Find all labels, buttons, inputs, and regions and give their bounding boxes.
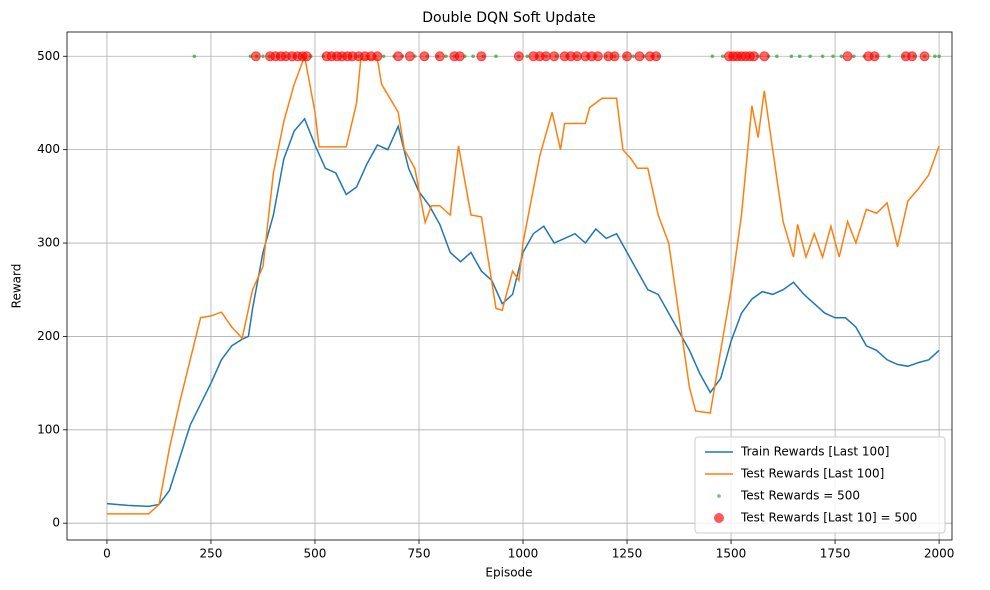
scatter-point [789, 54, 794, 59]
legend-label: Test Rewards [Last 100] [740, 467, 884, 481]
x-tick-label: 1250 [612, 547, 643, 561]
scatter-point [540, 51, 551, 62]
legend-marker [714, 513, 724, 523]
scatter-point [444, 54, 448, 59]
scatter-point [250, 51, 261, 62]
scatter-point [720, 54, 725, 59]
scatter-point [609, 51, 620, 62]
scatter-point [631, 54, 636, 59]
x-tick-label: 2000 [924, 547, 955, 561]
scatter-point [494, 54, 498, 59]
y-tick-label: 200 [37, 329, 60, 343]
scatter-point [634, 51, 645, 62]
scatter-point [852, 54, 856, 59]
x-tick-label: 1750 [820, 547, 851, 561]
scatter-point [933, 54, 937, 59]
x-tick-label: 0 [103, 547, 111, 561]
legend-marker [717, 494, 721, 498]
chart-title: Double DQN Soft Update [422, 10, 596, 26]
scatter-point [471, 54, 475, 59]
scatter-point [887, 54, 891, 59]
series-line [106, 53, 940, 515]
scatter-point [301, 51, 312, 62]
scatter-point [513, 51, 524, 62]
y-tick-label: 500 [37, 49, 60, 63]
scatter-point [842, 51, 853, 62]
y-tick-label: 400 [37, 142, 60, 156]
scatter-point [820, 54, 825, 59]
scatter-point [759, 51, 770, 62]
scatter-point [919, 51, 930, 62]
scatter-point [261, 54, 265, 59]
scatter-point [710, 54, 715, 59]
scatter-point [869, 51, 880, 62]
plot-frame [66, 31, 953, 541]
legend-label: Test Rewards = 500 [740, 489, 860, 503]
series-line [106, 117, 940, 508]
scatter-point [476, 51, 487, 62]
scatter-point [748, 51, 759, 62]
scatter-point [192, 54, 197, 59]
legend-label: Test Rewards [Last 10] = 500 [740, 511, 917, 525]
scatter-point [797, 54, 802, 59]
x-tick-label: 250 [200, 547, 223, 561]
scatter-point [839, 54, 844, 59]
scatter-point [393, 51, 404, 62]
scatter-point [434, 51, 445, 62]
scatter-point [454, 51, 465, 62]
legend-label: Train Rewards [Last 100] [740, 445, 889, 459]
x-tick-label: 1000 [508, 547, 539, 561]
y-tick-label: 0 [52, 516, 60, 530]
scatter-point [372, 51, 383, 62]
scatter-point [808, 54, 812, 59]
scatter-point [525, 54, 529, 59]
scatter-point [592, 51, 603, 62]
scatter-point [381, 54, 386, 59]
scatter-point [404, 51, 415, 62]
scatter-point [549, 51, 560, 62]
scatter-point [831, 54, 835, 59]
scatter-point [651, 51, 662, 62]
y-tick-label: 100 [37, 422, 60, 436]
y-axis-label: Reward [10, 264, 24, 309]
x-axis-label: Episode [485, 566, 532, 580]
scatter-point [907, 51, 918, 62]
scatter-point [572, 51, 583, 62]
x-tick-label: 1500 [716, 547, 747, 561]
x-tick-label: 750 [408, 547, 431, 561]
y-tick-label: 300 [37, 236, 60, 250]
scatter-point [622, 51, 633, 62]
legend-box [694, 436, 946, 534]
scatter-point [775, 54, 779, 59]
scatter-point [419, 51, 430, 62]
scatter-point [937, 54, 941, 59]
x-tick-label: 500 [304, 547, 327, 561]
